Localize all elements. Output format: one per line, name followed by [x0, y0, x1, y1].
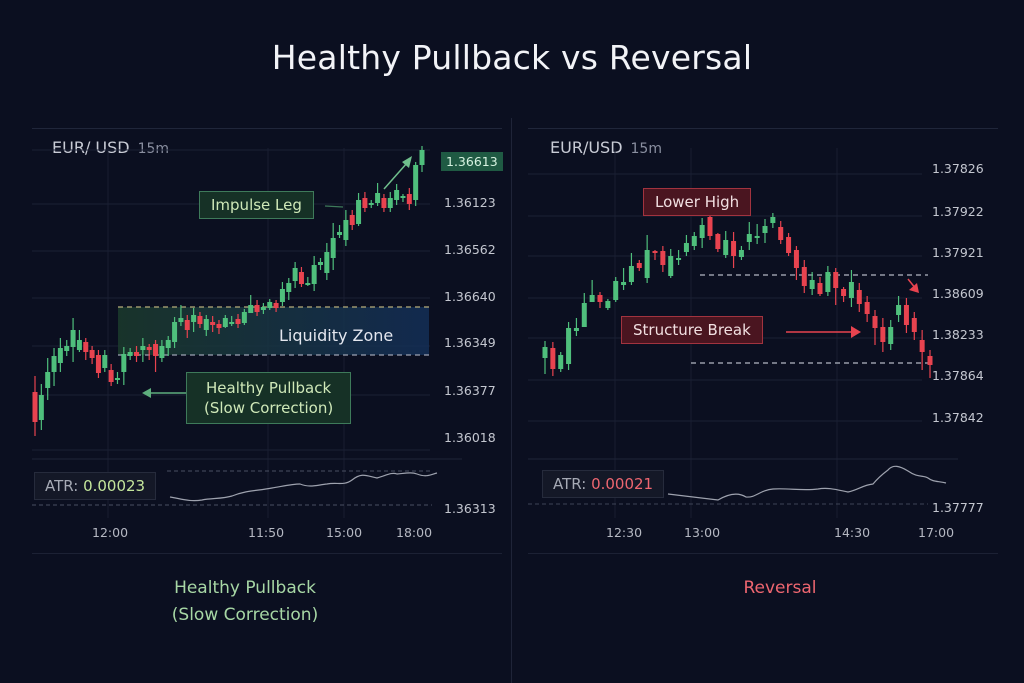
liquidity-zone-label: Liquidity Zone — [279, 326, 394, 345]
healthy-pullback-panel: EUR/ USD 15m 1.36613 1.36123 1.36562 1.36… — [32, 128, 503, 558]
reversal-caption: Reversal — [743, 578, 817, 598]
price-axis-label: 1.37842 — [932, 410, 984, 425]
lower-high-callout: Lower High — [643, 188, 752, 216]
symbol-name: EUR/ USD — [52, 138, 130, 157]
price-axis-label: 1.37921 — [932, 245, 984, 260]
time-axis-label: 18:00 — [396, 525, 433, 540]
price-axis-label: 1.37826 — [932, 161, 984, 176]
time-axis-label: 13:00 — [684, 525, 721, 540]
candlestick-chart-left[interactable] — [32, 128, 502, 558]
impulse-leg-callout: Impulse Leg — [199, 191, 314, 219]
panel-bottom-border — [32, 553, 502, 554]
panel-top-border — [32, 128, 502, 129]
structure-break-callout: Structure Break — [621, 316, 763, 344]
price-axis-label: 1.38609 — [932, 286, 984, 301]
time-axis-label: 11:50 — [248, 525, 285, 540]
price-axis-label: 1.36377 — [444, 383, 496, 398]
panel-top-border — [528, 128, 998, 129]
symbol-label: EUR/USD 15m — [550, 138, 662, 157]
time-axis-label: 12:00 — [92, 525, 129, 540]
time-axis-label: 12:30 — [606, 525, 643, 540]
page-title: Healthy Pullback vs Reversal — [271, 38, 753, 77]
current-price-tag: 1.36613 — [441, 152, 503, 171]
price-axis-label: 1.36349 — [444, 335, 496, 350]
atr-indicator: ATR: 0.00023 — [34, 472, 157, 500]
time-axis-label: 15:00 — [326, 525, 363, 540]
caption-line: Healthy Pullback — [174, 578, 316, 598]
atr-label: ATR: — [553, 475, 587, 493]
price-axis-label: 1.38233 — [932, 327, 984, 342]
price-axis-label: 1.37922 — [932, 204, 984, 219]
timeframe-label: 15m — [630, 141, 662, 157]
price-axis-label: 1.36018 — [444, 430, 496, 445]
reversal-panel: EUR/USD 15m 1.37826 1.37922 1.37921 1.386… — [528, 128, 998, 558]
panel-divider — [511, 118, 512, 683]
symbol-label: EUR/ USD 15m — [52, 138, 169, 157]
atr-axis-label: 1.37777 — [932, 500, 984, 515]
caption-line: (Slow Correction) — [171, 605, 319, 625]
atr-indicator: ATR: 0.00021 — [542, 470, 665, 498]
healthy-pullback-caption: Healthy Pullback (Slow Correction) — [100, 575, 390, 629]
healthy-pullback-callout: Healthy Pullback (Slow Correction) — [186, 372, 352, 424]
time-axis-label: 17:00 — [918, 525, 955, 540]
callout-line: (Slow Correction) — [204, 399, 334, 417]
symbol-name: EUR/USD — [550, 138, 623, 157]
price-axis-label: 1.36123 — [444, 195, 496, 210]
price-axis-label: 1.37864 — [932, 368, 984, 383]
candlestick-chart-right[interactable] — [528, 128, 998, 558]
price-axis-label: 1.36562 — [444, 242, 496, 257]
callout-line: Healthy Pullback — [206, 379, 332, 397]
price-axis-label: 1.36640 — [444, 289, 496, 304]
time-axis-label: 14:30 — [834, 525, 871, 540]
timeframe-label: 15m — [137, 141, 170, 157]
atr-label: ATR: — [45, 477, 79, 495]
atr-axis-label: 1.36313 — [444, 501, 496, 516]
atr-value: 0.00021 — [591, 475, 654, 493]
atr-value: 0.00023 — [83, 477, 146, 495]
panel-bottom-border — [528, 553, 998, 554]
